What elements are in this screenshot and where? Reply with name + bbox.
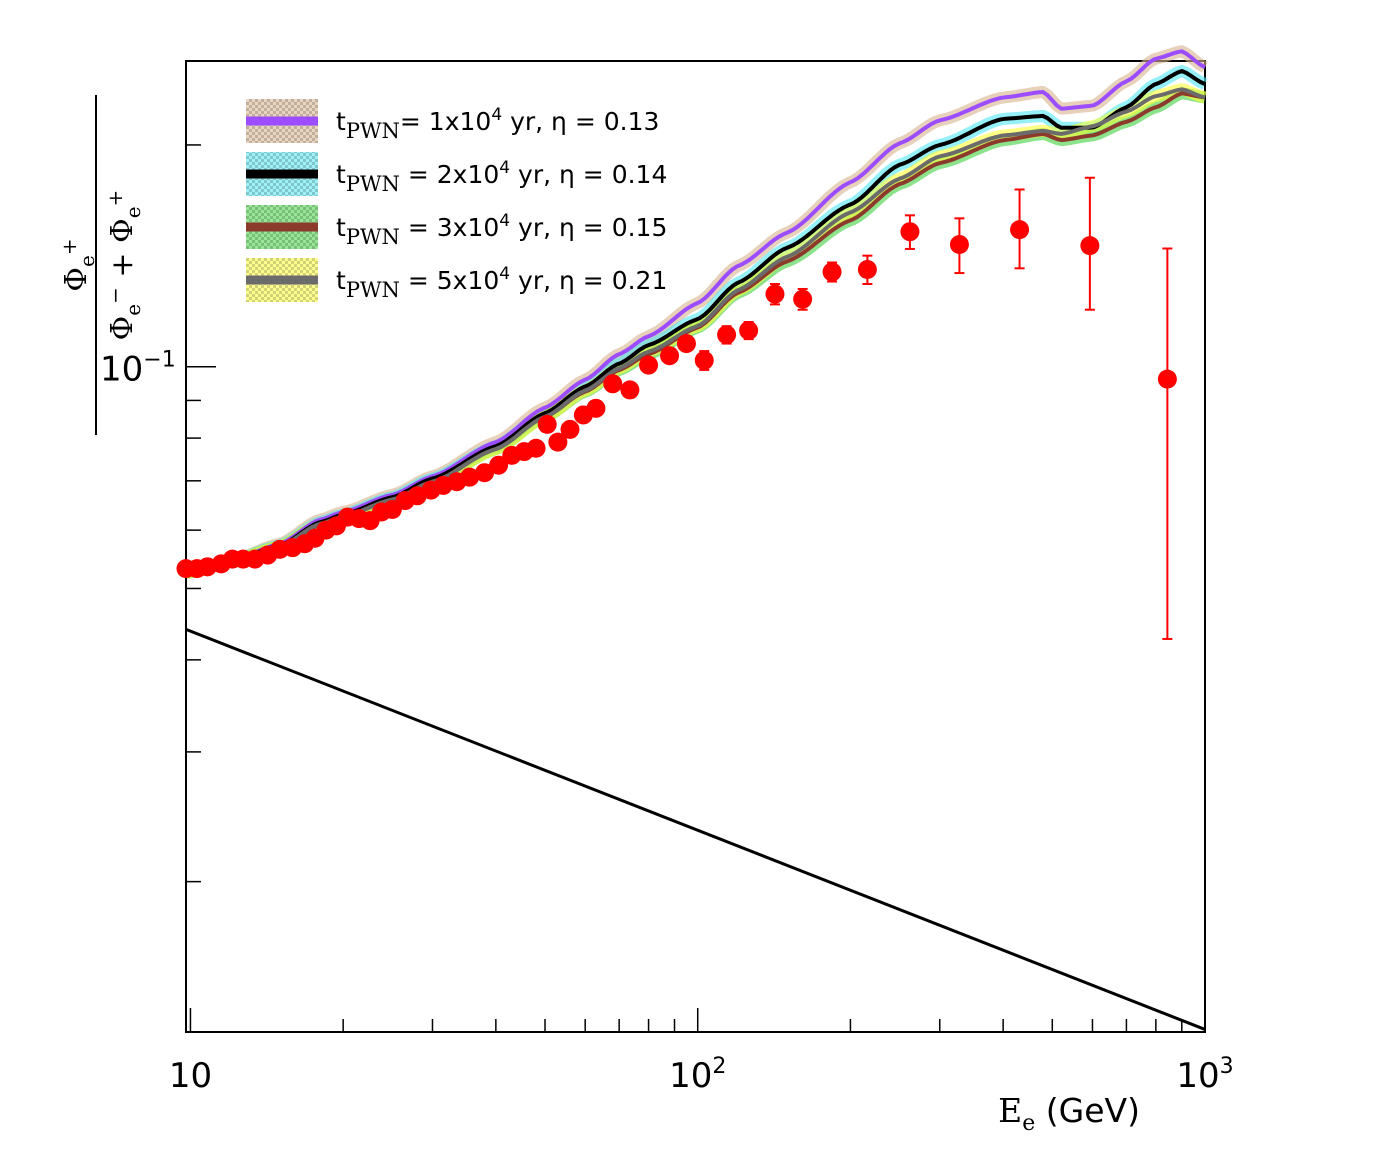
x-tick-label-1: 10: [169, 1056, 212, 1096]
data-point: [586, 398, 606, 418]
legend-label: tPWN= 1x104 yr, η = 0.13: [336, 105, 659, 143]
legend-label: tPWN = 5x104 yr, η = 0.21: [336, 264, 667, 302]
data-point: [620, 380, 640, 400]
x-axis-label: Ee (GeV): [998, 1091, 1140, 1136]
data-point: [822, 262, 842, 282]
data-point: [717, 325, 737, 345]
data-point: [548, 432, 568, 452]
data-point: [676, 334, 696, 354]
x-tick-label-2: 102: [669, 1054, 726, 1096]
data-point: [1010, 220, 1030, 240]
y-tick-label-1: 10−1: [100, 348, 176, 390]
legend-label: tPWN = 3x104 yr, η = 0.15: [336, 211, 667, 249]
data-point: [560, 419, 580, 439]
model-curve-1: [185, 49, 1206, 575]
data-point: [739, 320, 759, 340]
data-point: [537, 414, 557, 434]
data-point: [857, 260, 877, 280]
data-point: [475, 463, 495, 483]
data-point: [765, 284, 785, 304]
data-point: [460, 467, 480, 487]
axis-ticks: [186, 144, 1206, 1032]
legend-entry-1: tPWN= 1x104 yr, η = 0.13: [246, 99, 659, 143]
legend-entry-4: tPWN = 5x104 yr, η = 0.21: [246, 258, 667, 302]
data-point: [900, 222, 920, 242]
data-point: [694, 350, 714, 370]
data-point: [639, 355, 659, 375]
data-point: [526, 438, 546, 458]
plot-frame: [185, 60, 1206, 1033]
data-point: [603, 374, 623, 394]
y-axis-label-numerator: Φe+: [57, 238, 99, 291]
error-bar: [1162, 247, 1173, 640]
legend-label: tPWN = 2x104 yr, η = 0.14: [336, 158, 667, 196]
x-tick-label-3: 103: [1176, 1054, 1233, 1096]
data-point: [660, 346, 680, 366]
data-point: [1157, 369, 1177, 389]
legend-entry-3: tPWN = 3x104 yr, η = 0.15: [246, 205, 667, 249]
legend: tPWN= 1x104 yr, η = 0.13 tPWN = 2x104 yr,…: [246, 99, 667, 302]
axis-tick-labels: 10 102 103 10−1: [100, 348, 1234, 1096]
y-axis-label-denominator: Φe− + Φe+: [103, 190, 145, 341]
data-point: [489, 455, 509, 475]
data-point: [949, 235, 969, 255]
background-line: [185, 627, 1206, 1031]
y-axis-label: Φe+ Φe− + Φe+: [57, 95, 145, 435]
data-point: [793, 289, 813, 309]
data-point: [1080, 236, 1100, 256]
data-points: [176, 176, 1177, 640]
legend-entry-2: tPWN = 2x104 yr, η = 0.14: [246, 152, 667, 196]
